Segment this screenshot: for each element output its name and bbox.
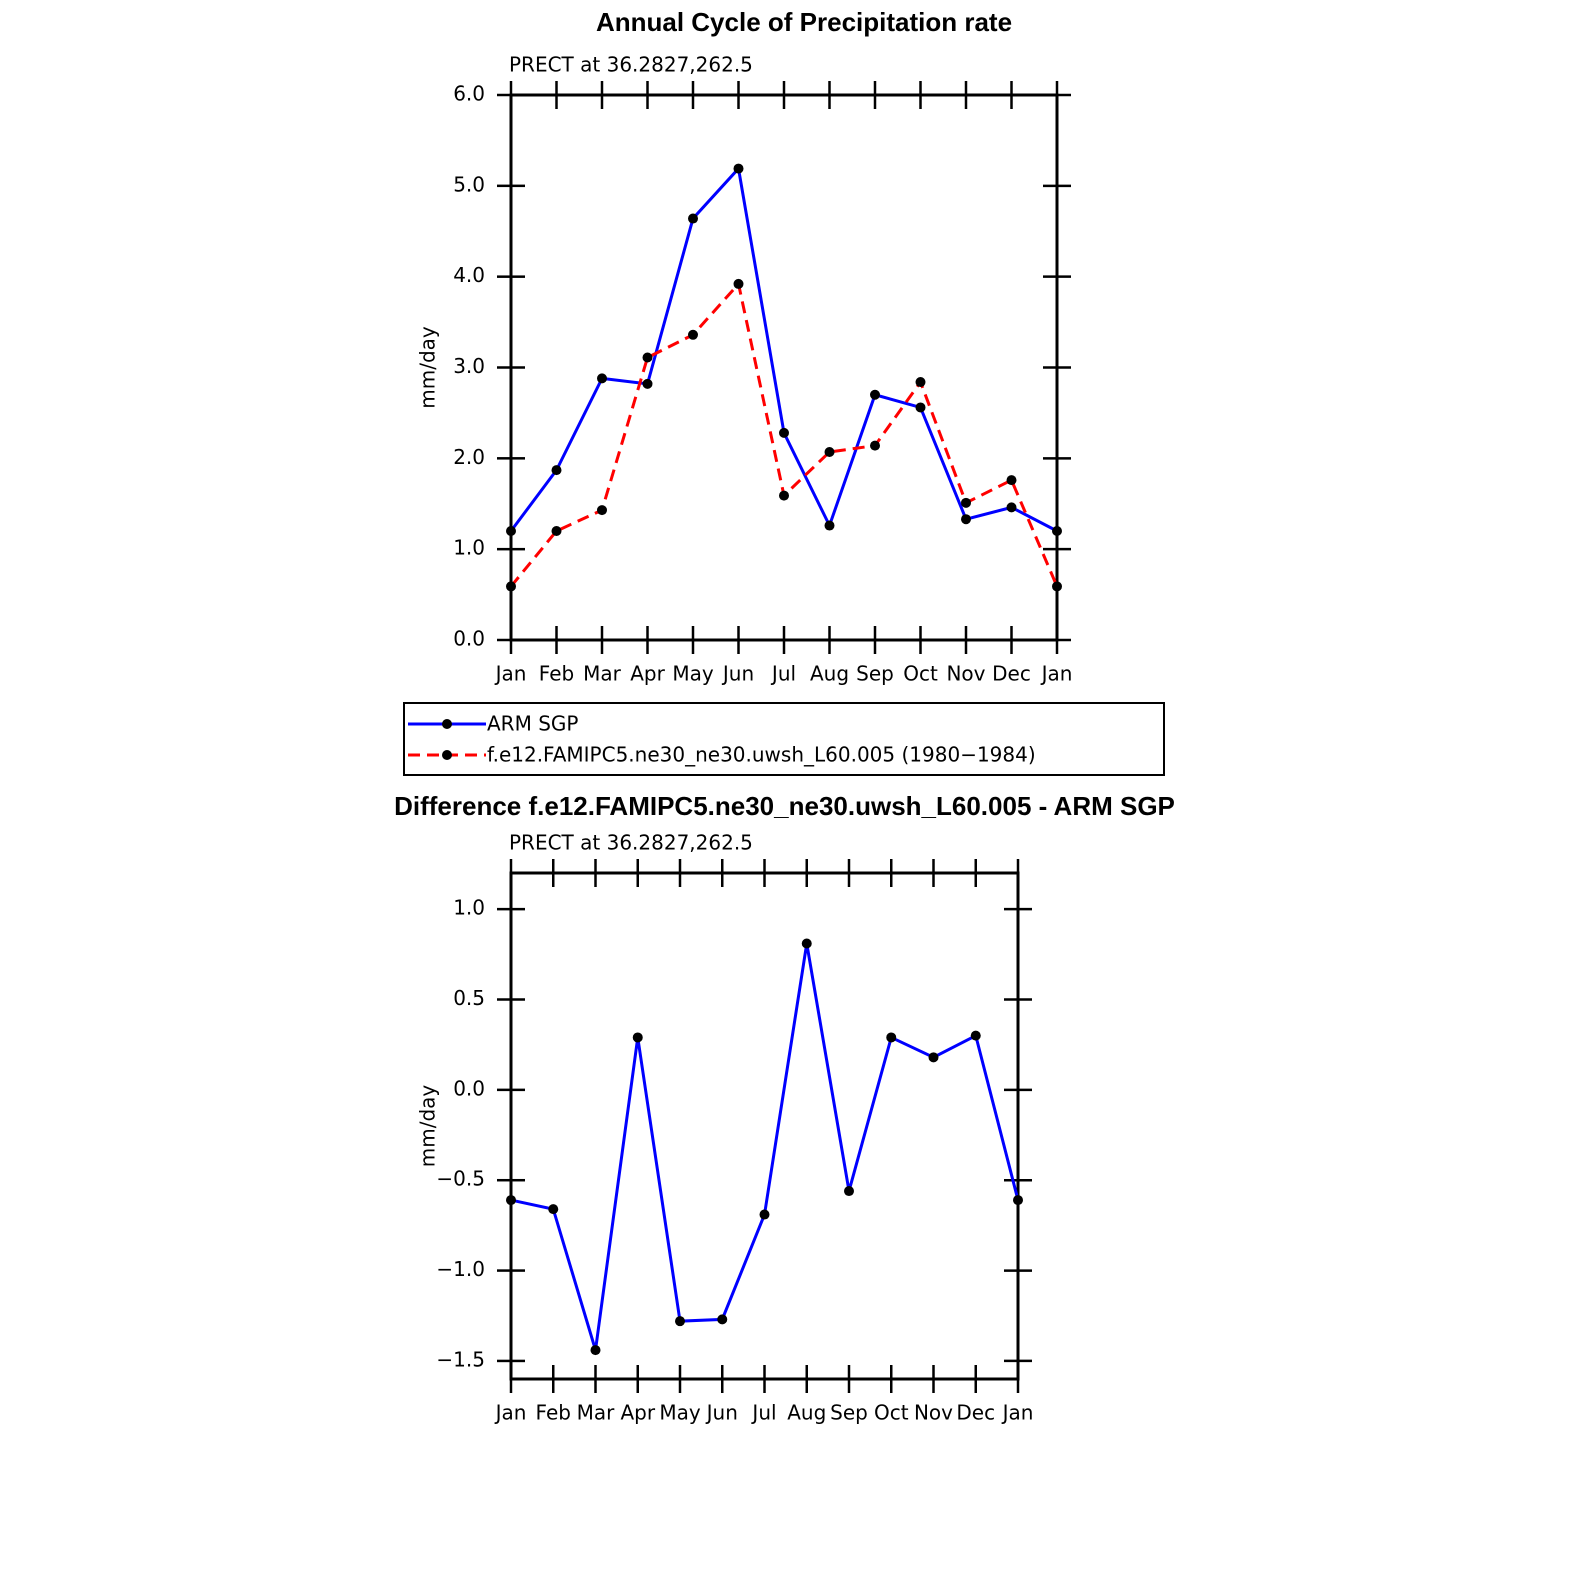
x-tick-label: Oct: [903, 662, 938, 686]
data-point: [824, 446, 835, 457]
x-tick-label: Apr: [620, 1401, 655, 1425]
y-tick-label: 0.0: [453, 627, 485, 651]
x-tick-label: Aug: [810, 662, 849, 686]
y-tick-label: −0.5: [436, 1167, 485, 1191]
data-point: [688, 213, 698, 224]
x-tick-label: Aug: [787, 1401, 826, 1425]
data-point: [928, 1052, 939, 1063]
y-tick-label: 4.0: [453, 263, 485, 287]
x-tick-label: Jan: [1001, 1401, 1034, 1425]
data-point: [506, 1195, 516, 1206]
x-tick-label: Nov: [946, 662, 985, 686]
chart-title: Annual Cycle of Precipitation rate: [596, 7, 1012, 37]
data-point: [870, 440, 880, 451]
data-point: [551, 465, 562, 476]
y-tick-label: 2.0: [453, 445, 485, 469]
data-point: [824, 520, 835, 531]
chart-subtitle: PRECT at 36.2827,262.5: [509, 831, 753, 855]
data-point: [551, 526, 562, 536]
x-tick-label: Jul: [770, 662, 796, 686]
x-tick-label: Apr: [630, 662, 665, 686]
x-tick-label: Jan: [494, 662, 527, 686]
data-point: [632, 1032, 643, 1043]
x-tick-label: Feb: [536, 1401, 571, 1425]
data-point: [1006, 502, 1017, 513]
y-tick-label: 0.5: [453, 986, 485, 1010]
y-tick-label: 1.0: [453, 536, 485, 560]
data-point: [675, 1316, 685, 1327]
data-point: [915, 377, 926, 388]
y-axis-label: mm/day: [416, 1085, 440, 1168]
legend-marker: [442, 719, 452, 729]
legend: ARM SGP f.e12.FAMIPC5.ne30_ne30.uwsh_L60.…: [403, 702, 1165, 776]
data-point: [642, 352, 653, 363]
data-point: [961, 514, 971, 525]
data-point: [886, 1032, 897, 1043]
y-tick-label: 3.0: [453, 354, 485, 378]
data-point: [590, 1345, 601, 1356]
data-point: [759, 1209, 770, 1220]
data-point: [688, 329, 698, 340]
x-tick-label: Dec: [992, 662, 1031, 686]
chart-title: Difference f.e12.FAMIPC5.ne30_ne30.uwsh_…: [394, 791, 1175, 821]
y-tick-label: 5.0: [453, 172, 485, 196]
x-tick-label: Sep: [856, 662, 894, 686]
data-point: [970, 1030, 981, 1041]
data-point: [733, 278, 744, 289]
plot-frame: [509, 871, 1020, 1381]
series-line: [509, 165, 1058, 533]
x-tick-label: Jan: [1040, 662, 1073, 686]
data-point: [1052, 526, 1062, 536]
data-point: [779, 490, 789, 501]
data-point: [597, 505, 607, 516]
x-tick-label: Jan: [494, 1401, 527, 1425]
data-point: [1052, 581, 1062, 592]
y-axis-label: mm/day: [416, 326, 440, 409]
x-tick-label: Nov: [914, 1401, 953, 1425]
y-tick-label: 0.0: [453, 1076, 485, 1100]
y-tick-label: 6.0: [453, 82, 485, 106]
data-point: [915, 402, 926, 413]
data-point: [870, 389, 880, 400]
x-tick-label: Oct: [874, 1401, 909, 1425]
series-line: [510, 943, 1020, 1351]
x-tick-label: Jun: [721, 662, 754, 686]
data-point: [779, 427, 789, 438]
data-point: [1006, 475, 1017, 486]
plot-frame: [509, 93, 1059, 642]
x-tick-label: Mar: [583, 662, 622, 686]
legend-label: ARM SGP: [487, 712, 578, 736]
data-point: [548, 1204, 559, 1215]
y-tick-label: −1.5: [436, 1347, 485, 1371]
data-point: [597, 373, 607, 384]
data-point: [1013, 1195, 1023, 1206]
x-tick-label: May: [672, 662, 714, 686]
data-point: [506, 581, 516, 592]
data-point: [801, 938, 812, 949]
x-tick-label: Sep: [830, 1401, 868, 1425]
y-tick-label: 1.0: [453, 896, 485, 920]
data-point: [961, 497, 971, 508]
legend-marker: [442, 750, 452, 760]
x-tick-label: Jul: [750, 1401, 776, 1425]
data-point: [844, 1186, 854, 1197]
x-tick-label: Dec: [956, 1401, 995, 1425]
data-point: [642, 378, 653, 389]
legend-box: [403, 702, 1165, 776]
data-point: [733, 163, 744, 174]
data-point: [506, 526, 516, 536]
y-tick-label: −1.0: [436, 1257, 485, 1281]
x-tick-label: Mar: [577, 1401, 616, 1425]
data-point: [717, 1314, 728, 1325]
legend-label: f.e12.FAMIPC5.ne30_ne30.uwsh_L60.005 (19…: [487, 743, 1036, 767]
x-tick-label: May: [659, 1401, 701, 1425]
x-tick-label: Feb: [539, 662, 574, 686]
x-tick-label: Jun: [705, 1401, 738, 1425]
chart-subtitle: PRECT at 36.2827,262.5: [509, 53, 753, 77]
